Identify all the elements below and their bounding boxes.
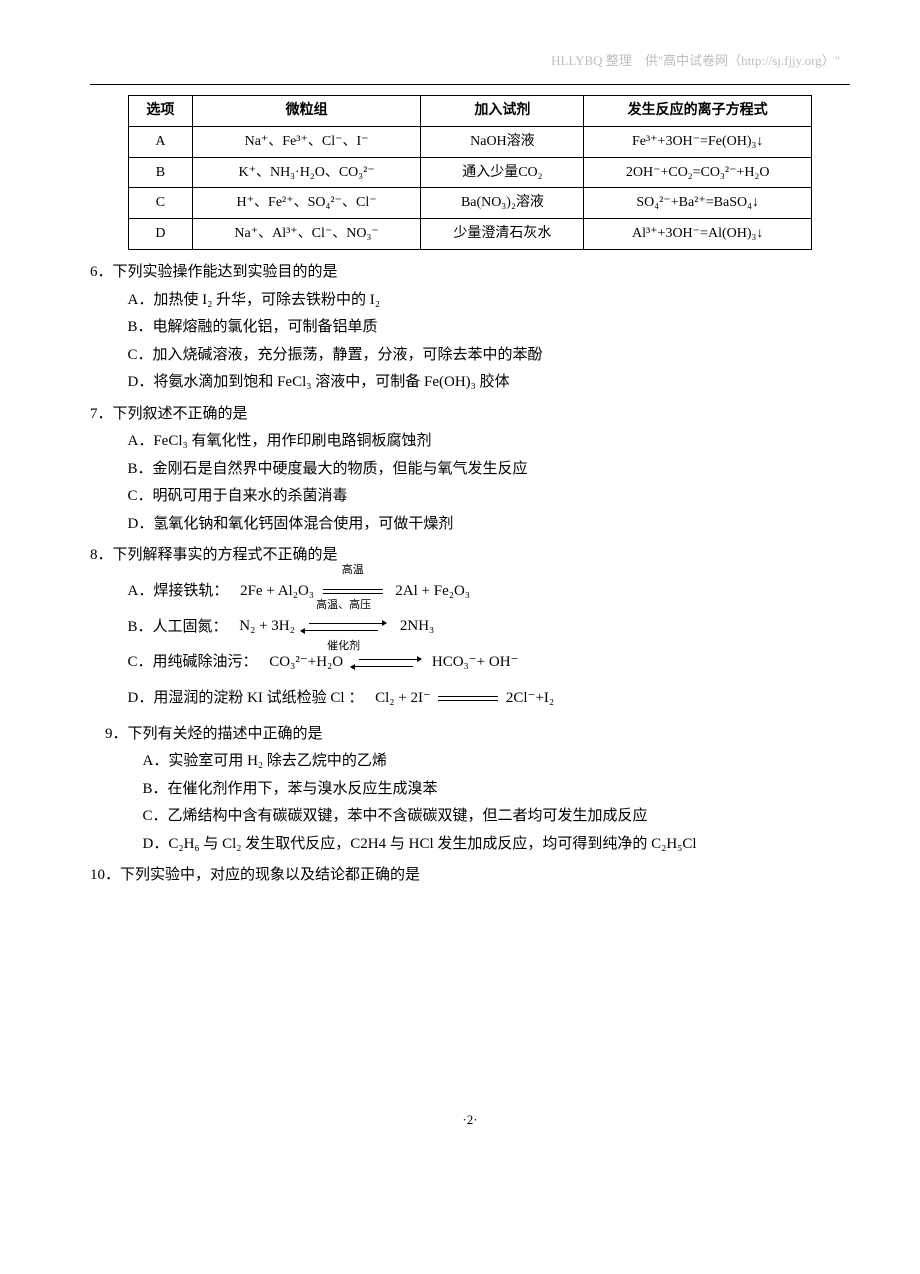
q7-opt-c: C．明矾可用于自来水的杀菌消毒 <box>128 484 851 510</box>
condition-text: 高温 <box>318 565 388 576</box>
q9-stem: 9．下列有关烃的描述中正确的是 <box>105 722 850 748</box>
eq-left: Cl₂ + 2I⁻ <box>375 690 431 706</box>
cell: Fe³⁺+3OH⁻=Fe(OH)₃↓ <box>584 126 812 157</box>
q7-opt-b: B．金刚石是自然界中硬度最大的物质，但能与氧气发生反应 <box>128 457 851 483</box>
q8a-label: A．焊接铁轨： <box>128 583 229 599</box>
q9-options: A．实验室可用 H₂ 除去乙烷中的乙烯 B．在催化剂作用下，苯与溴水反应生成溴苯… <box>105 749 850 857</box>
header-right-suffix: ）" <box>822 53 840 68</box>
rev-arrow-icon <box>351 656 421 670</box>
q9-opt-a: A．实验室可用 H₂ 除去乙烷中的乙烯 <box>143 749 851 775</box>
condition-bottom: 催化剂 <box>299 641 389 652</box>
q9-opt-b: B．在催化剂作用下，苯与溴水反应生成溴苯 <box>143 777 851 803</box>
page-number: ·2· <box>90 1109 850 1131</box>
cell: SO₄²⁻+Ba²⁺=BaSO₄↓ <box>584 188 812 219</box>
cell: Ba(NO₃)₂溶液 <box>421 188 584 219</box>
page-header: HLLYBQ 整理 供"高中试卷网（http://sj.fjjy.org）" <box>90 50 850 72</box>
cell: A <box>129 126 193 157</box>
condition-top: 高温、高压 <box>299 600 389 611</box>
cell: 2OH⁻+CO₂=CO₃²⁻+H₂O <box>584 157 812 188</box>
cell: K⁺、NH₃·H₂O、CO₃²⁻ <box>192 157 421 188</box>
options-table: 选项 微粒组 加入试剂 发生反应的离子方程式 A Na⁺、Fe³⁺、Cl⁻、I⁻… <box>128 95 812 250</box>
reversible-arrow: 高温、高压 催化剂 <box>299 614 389 640</box>
q8-opt-d: D．用湿润的淀粉 KI 试纸检验 Cl ： Cl₂ + 2I⁻ 2Cl⁻+I₂ <box>128 686 851 712</box>
q8d-equation: Cl₂ + 2I⁻ 2Cl⁻+I₂ <box>375 686 554 712</box>
question-10: 10．下列实验中，对应的现象以及结论都正确的是 <box>90 863 850 889</box>
cell: Na⁺、Al³⁺、Cl⁻、NO₃⁻ <box>192 219 421 250</box>
th-reagent: 加入试剂 <box>421 96 584 127</box>
table-row: D Na⁺、Al³⁺、Cl⁻、NO₃⁻ 少量澄清石灰水 Al³⁺+3OH⁻=Al… <box>129 219 812 250</box>
q7-options: A．FeCl₃ 有氧化性，用作印刷电路铜板腐蚀剂 B．金刚石是自然界中硬度最大的… <box>90 429 850 537</box>
cell: H⁺、Fe²⁺、SO₄²⁻、Cl⁻ <box>192 188 421 219</box>
equals-line <box>323 589 383 594</box>
cell: C <box>129 188 193 219</box>
q8c-label: C．用纯碱除油污： <box>128 654 258 670</box>
table-row: A Na⁺、Fe³⁺、Cl⁻、I⁻ NaOH溶液 Fe³⁺+3OH⁻=Fe(OH… <box>129 126 812 157</box>
q8b-label: B．人工固氮： <box>128 619 228 635</box>
header-right-prefix: 供"高中试卷网（ <box>645 53 741 68</box>
q8-opt-c: C．用纯碱除油污： CO₃²⁻+H₂O HCO₃⁻+ OH⁻ <box>128 650 851 676</box>
rev-arrow-icon <box>301 620 386 634</box>
table-row: C H⁺、Fe²⁺、SO₄²⁻、Cl⁻ Ba(NO₃)₂溶液 SO₄²⁻+Ba²… <box>129 188 812 219</box>
eq-left: N₂ + 3H₂ <box>239 619 295 635</box>
q6-options: A．加热使 I₂ 升华，可除去铁粉中的 I₂ B．电解熔融的氯化铝，可制备铝单质… <box>90 288 850 396</box>
cell: NaOH溶液 <box>421 126 584 157</box>
th-option: 选项 <box>129 96 193 127</box>
th-equation: 发生反应的离子方程式 <box>584 96 812 127</box>
eq-left: CO₃²⁻+H₂O <box>269 654 343 670</box>
eq-left: 2Fe + Al₂O₃ <box>240 583 314 599</box>
question-7: 7．下列叙述不正确的是 A．FeCl₃ 有氧化性，用作印刷电路铜板腐蚀剂 B．金… <box>90 402 850 538</box>
question-6: 6．下列实验操作能达到实验目的的是 A．加热使 I₂ 升华，可除去铁粉中的 I₂… <box>90 260 850 396</box>
q9-opt-d: D．C₂H₆ 与 Cl₂ 发生取代反应，C2H4 与 HCl 发生加成反应，均可… <box>143 832 851 858</box>
q6-opt-b: B．电解熔融的氯化铝，可制备铝单质 <box>128 315 851 341</box>
eq-right: 2Al + Fe₂O₃ <box>395 583 470 599</box>
cell: 通入少量CO₂ <box>421 157 584 188</box>
question-9: 9．下列有关烃的描述中正确的是 A．实验室可用 H₂ 除去乙烷中的乙烯 B．在催… <box>105 722 850 858</box>
q7-stem: 7．下列叙述不正确的是 <box>90 402 850 428</box>
q8-opt-b: B．人工固氮： N₂ + 3H₂ 高温、高压 催化剂 2NH₃ <box>128 614 851 640</box>
th-particles: 微粒组 <box>192 96 421 127</box>
cell: Na⁺、Fe³⁺、Cl⁻、I⁻ <box>192 126 421 157</box>
eq-right: 2Cl⁻+I₂ <box>506 690 554 706</box>
table-row: B K⁺、NH₃·H₂O、CO₃²⁻ 通入少量CO₂ 2OH⁻+CO₂=CO₃²… <box>129 157 812 188</box>
q8b-equation: N₂ + 3H₂ 高温、高压 催化剂 2NH₃ <box>239 614 434 640</box>
cell: B <box>129 157 193 188</box>
q8-opt-a: A．焊接铁轨： 2Fe + Al₂O₃ 高温 2Al + Fe₂O₃ <box>128 579 851 605</box>
q6-opt-a: A．加热使 I₂ 升华，可除去铁粉中的 I₂ <box>128 288 851 314</box>
q6-opt-c: C．加入烧碱溶液，充分振荡，静置，分液，可除去苯中的苯酚 <box>128 343 851 369</box>
q8-stem: 8．下列解释事实的方程式不正确的是 <box>90 543 850 569</box>
header-link: http://sj.fjjy.org <box>741 53 822 68</box>
question-8: 8．下列解释事实的方程式不正确的是 A．焊接铁轨： 2Fe + Al₂O₃ 高温… <box>90 543 850 711</box>
q8c-equation: CO₃²⁻+H₂O HCO₃⁻+ OH⁻ <box>269 650 518 676</box>
eq-right: 2NH₃ <box>400 619 434 635</box>
q9-opt-c: C．乙烯结构中含有碳碳双键，苯中不含碳碳双键，但二者均可发生加成反应 <box>143 804 851 830</box>
top-divider <box>90 84 850 85</box>
q6-opt-d: D．将氨水滴加到饱和 FeCl₃ 溶液中，可制备 Fe(OH)₃ 胶体 <box>128 370 851 396</box>
q7-opt-a: A．FeCl₃ 有氧化性，用作印刷电路铜板腐蚀剂 <box>128 429 851 455</box>
equals-line <box>438 696 498 701</box>
table-header-row: 选项 微粒组 加入试剂 发生反应的离子方程式 <box>129 96 812 127</box>
cell: Al³⁺+3OH⁻=Al(OH)₃↓ <box>584 219 812 250</box>
q6-stem: 6．下列实验操作能达到实验目的的是 <box>90 260 850 286</box>
eq-right: HCO₃⁻+ OH⁻ <box>432 654 519 670</box>
cell: D <box>129 219 193 250</box>
q8d-label: D．用湿润的淀粉 KI 试纸检验 Cl ： <box>128 690 364 706</box>
q10-stem: 10．下列实验中，对应的现象以及结论都正确的是 <box>90 863 850 889</box>
q7-opt-d: D．氢氧化钠和氧化钙固体混合使用，可做干燥剂 <box>128 512 851 538</box>
cell: 少量澄清石灰水 <box>421 219 584 250</box>
header-left: HLLYBQ 整理 <box>551 53 632 68</box>
